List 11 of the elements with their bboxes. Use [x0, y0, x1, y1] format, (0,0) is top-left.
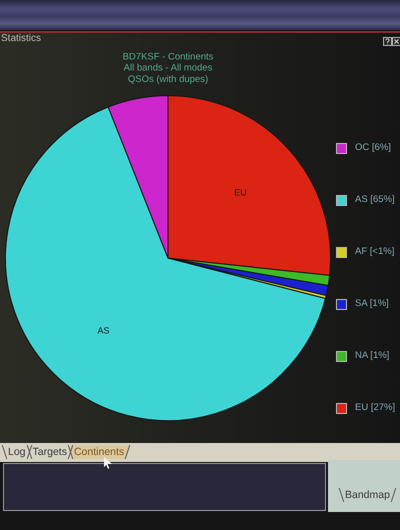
- legend-label: AF [<1%]: [355, 246, 394, 258]
- category-label: AS [65%]: [355, 194, 395, 205]
- legend-label: SA [1%]: [355, 298, 389, 310]
- category-label: EU [27%]: [355, 402, 396, 413]
- slice-label: AS: [98, 326, 110, 336]
- chart-title: BD7KSF - Continents: [122, 51, 214, 62]
- slice-label: EU: [234, 187, 247, 198]
- chart-subtitle: All bands - All modes QSOs (with dupes): [124, 62, 213, 86]
- text: Statistics: [1, 33, 42, 45]
- legend-label: NA [1%]: [355, 350, 390, 362]
- legend-label: OC [6%]: [355, 142, 391, 154]
